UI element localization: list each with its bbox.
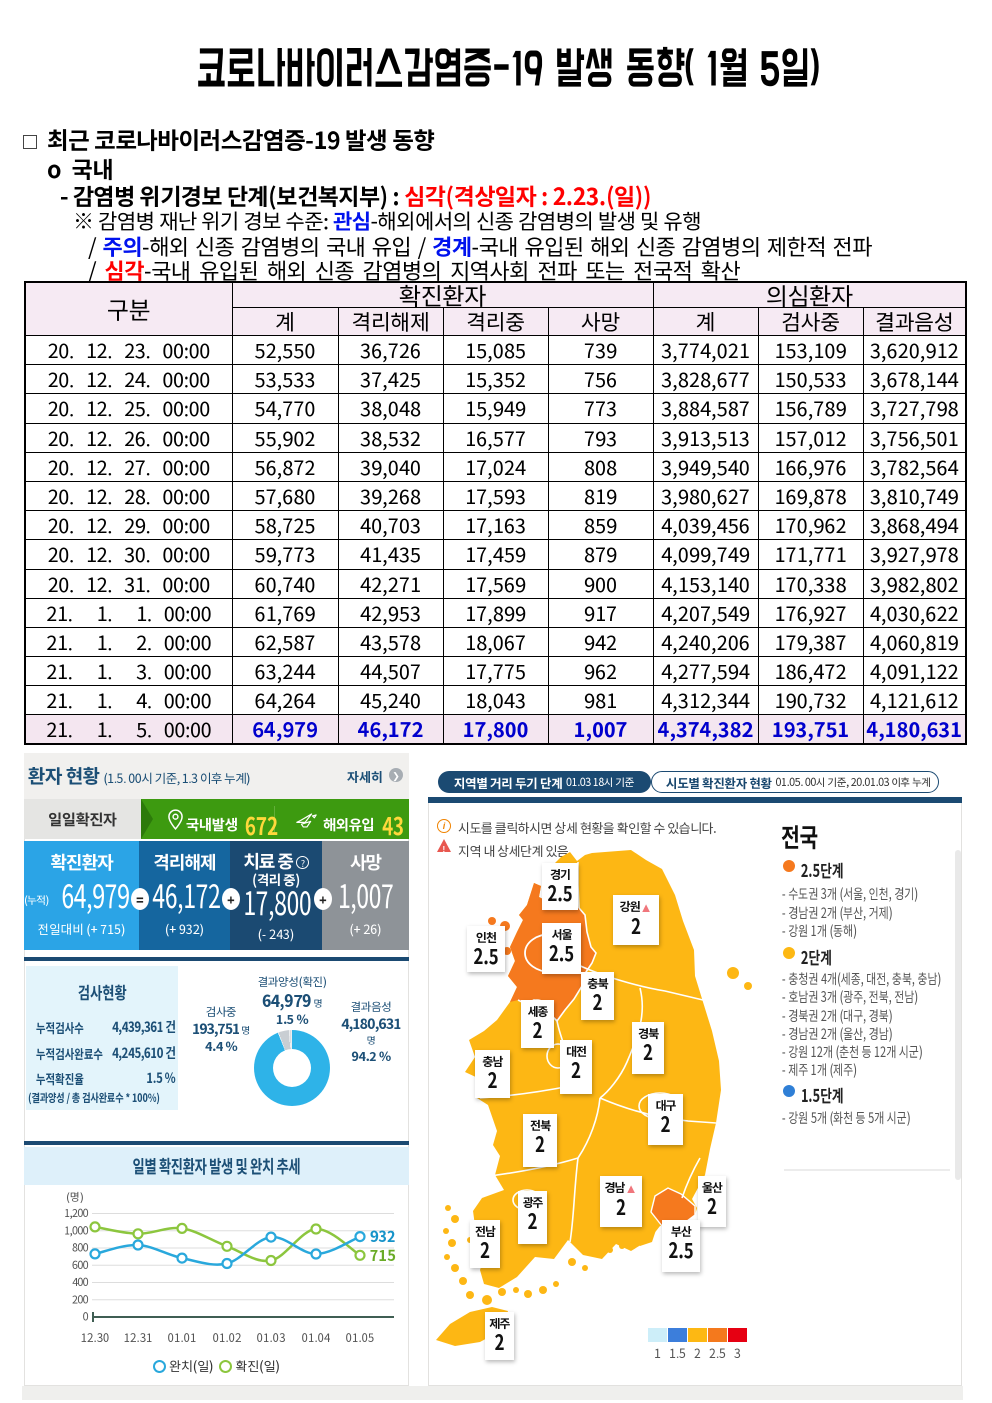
- svg-text:01.05: 01.05: [346, 1330, 375, 1346]
- svg-text:400: 400: [72, 1275, 89, 1290]
- svg-text:600: 600: [72, 1258, 89, 1273]
- svg-text:01.04: 01.04: [302, 1330, 331, 1346]
- svg-text:1,000: 1,000: [64, 1223, 88, 1238]
- svg-text:12.30: 12.30: [81, 1330, 110, 1346]
- svg-text:0: 0: [83, 1310, 89, 1325]
- svg-text:12.31: 12.31: [124, 1330, 153, 1346]
- svg-text:800: 800: [72, 1241, 89, 1256]
- svg-text:(명): (명): [66, 1189, 84, 1205]
- svg-text:200: 200: [72, 1292, 89, 1307]
- svg-text:1,200: 1,200: [64, 1206, 88, 1221]
- svg-text:01.02: 01.02: [213, 1330, 242, 1346]
- svg-text:932: 932: [370, 1226, 396, 1247]
- svg-text:01.01: 01.01: [168, 1330, 197, 1346]
- svg-text:01.03: 01.03: [257, 1330, 286, 1346]
- svg-text:715: 715: [370, 1245, 396, 1266]
